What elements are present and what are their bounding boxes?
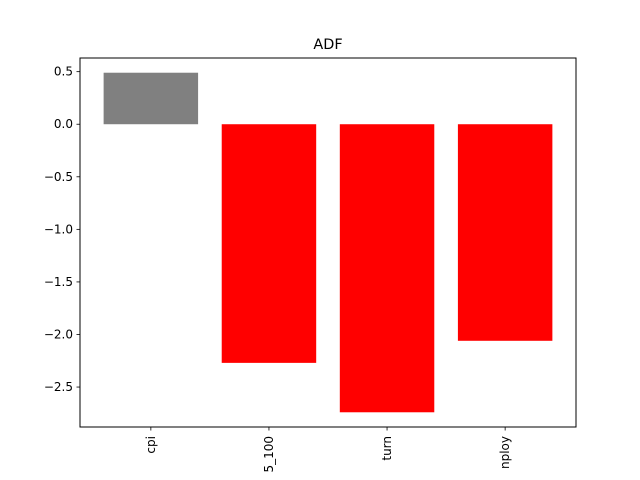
bar-nploy — [457, 124, 553, 341]
y-axis: 0.5 0.0 −0.5 −1.0 −1.5 −2.0 −2.5 — [44, 65, 80, 394]
y-tick-label: 0.0 — [54, 117, 73, 131]
bar-cpi — [103, 72, 199, 125]
y-tick-label: 0.5 — [54, 65, 73, 79]
x-axis: cpi 5_100 turn nploy — [144, 427, 512, 473]
y-tick-label: −1.5 — [44, 275, 73, 289]
bar-turn — [339, 124, 435, 413]
bar-5_100 — [221, 124, 317, 363]
y-tick-label: −2.5 — [44, 380, 73, 394]
y-tick-label: −1.0 — [44, 222, 73, 236]
y-tick-label: −0.5 — [44, 170, 73, 184]
x-tick-label-cpi: cpi — [144, 436, 158, 454]
x-tick-label-turn: turn — [380, 436, 394, 461]
chart-title: ADF — [313, 37, 342, 53]
bars-group — [103, 72, 553, 413]
y-tick-label: −2.0 — [44, 327, 73, 341]
x-tick-label-nploy: nploy — [498, 436, 512, 469]
plot-frame — [79, 57, 577, 428]
x-tick-label-5_100: 5_100 — [262, 436, 276, 473]
